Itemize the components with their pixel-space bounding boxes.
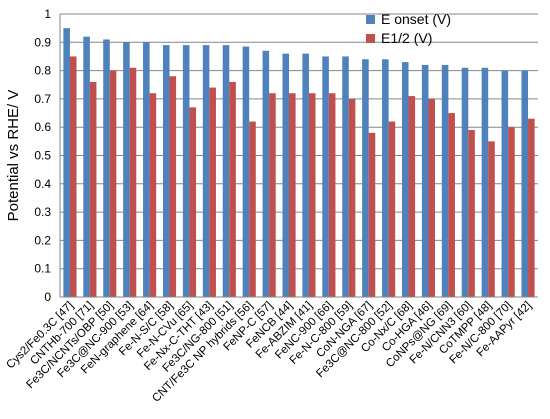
bar-e-onset <box>421 64 429 297</box>
bar-e-onset <box>242 46 250 297</box>
bar-e-half <box>368 132 376 297</box>
y-tick-label: 0.2 <box>34 233 51 247</box>
y-tick-label: 0.1 <box>34 262 51 276</box>
x-tick-labels: Cys2/Fe0.3C [47]CNTHb-700 [71]Fe3C/NCNTs… <box>4 300 534 405</box>
bar-e-onset <box>103 39 110 297</box>
y-tick-label: 0.6 <box>34 120 51 134</box>
bar-e-half <box>308 93 316 298</box>
bar-e-half <box>229 81 236 297</box>
bar-e-onset <box>262 50 270 297</box>
bar-e-onset <box>63 28 70 298</box>
bar-e-onset <box>143 42 150 297</box>
bar-e-half <box>468 130 475 297</box>
bar-e-onset <box>401 62 409 297</box>
bar-e-half <box>209 87 216 297</box>
legend: E onset (V) E1/2 (V) <box>366 11 451 46</box>
bar-e-half <box>508 127 515 297</box>
bar-e-onset <box>83 36 90 297</box>
y-tick-label: 0.3 <box>34 205 51 219</box>
legend-label-e-onset: E onset (V) <box>381 11 451 27</box>
bar-e-half <box>169 76 177 297</box>
y-tick-label: 0.5 <box>34 149 51 163</box>
bar-e-onset <box>501 70 509 297</box>
bar-e-half <box>269 93 276 298</box>
y-tick-label: 0.7 <box>34 92 51 106</box>
y-axis-title: Potential vs RHE/ V <box>5 90 22 222</box>
bar-e-half <box>149 93 157 298</box>
bar-e-onset <box>202 45 210 297</box>
bar-e-half <box>328 93 336 298</box>
axes <box>59 14 538 298</box>
bar-e-onset <box>342 56 349 298</box>
bar-e-half <box>408 96 416 297</box>
y-tick-label: 1 <box>44 7 51 21</box>
bar-e-half <box>428 98 436 298</box>
y-tick-labels: 0 0.1 0.2 0.3 0.4 0.5 0.6 0.7 0.8 0.9 1 <box>34 7 51 304</box>
bar-e-onset <box>322 56 329 298</box>
bar-e-half <box>69 56 77 298</box>
y-tick-label: 0 <box>44 290 51 304</box>
bar-e-half <box>289 93 296 298</box>
bar-e-half <box>129 67 137 298</box>
legend-label-e-half: E1/2 (V) <box>381 30 432 46</box>
y-tick-label: 0.8 <box>34 64 51 78</box>
bar-e-onset <box>481 67 489 298</box>
bar-e-onset <box>182 45 190 297</box>
bar-e-half <box>448 113 455 297</box>
gridlines <box>60 13 538 270</box>
bar-e-onset <box>162 45 170 297</box>
bar-e-onset <box>123 42 130 297</box>
bar-e-onset <box>302 53 309 298</box>
bar-e-onset <box>382 59 389 297</box>
bar-e-onset <box>441 64 449 297</box>
bar-e-half <box>249 121 256 297</box>
bar-e-onset <box>461 67 469 298</box>
legend-swatch-e-onset <box>366 15 375 24</box>
y-tick-label: 0.4 <box>34 177 51 191</box>
bar-e-half <box>528 118 535 298</box>
bar-e-onset <box>282 53 290 298</box>
bar-e-half <box>109 70 117 297</box>
bar-e-half <box>388 121 396 297</box>
y-tick-label: 0.9 <box>34 35 51 49</box>
bar-e-half <box>89 81 97 297</box>
bar-e-half <box>488 141 495 297</box>
bar-e-onset <box>521 70 529 297</box>
bar-e-half <box>189 107 197 297</box>
legend-swatch-e-half <box>366 34 375 43</box>
bar-e-onset <box>362 59 369 297</box>
bars <box>63 28 535 298</box>
bar-e-onset <box>222 45 230 297</box>
bar-e-half <box>348 98 356 298</box>
